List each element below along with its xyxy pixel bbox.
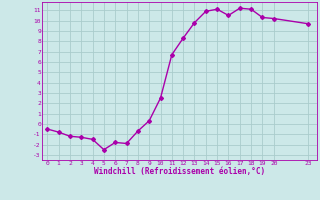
X-axis label: Windchill (Refroidissement éolien,°C): Windchill (Refroidissement éolien,°C) bbox=[94, 167, 265, 176]
